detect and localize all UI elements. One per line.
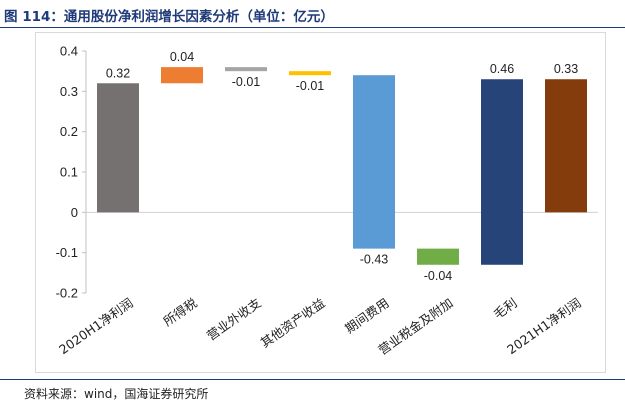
x-category-label: 所得税 <box>160 295 200 329</box>
bar <box>161 67 203 84</box>
bar <box>545 79 587 213</box>
data-label: -0.43 <box>360 253 389 267</box>
bar <box>417 248 459 265</box>
data-label: 0.46 <box>490 62 514 76</box>
data-label: 0.33 <box>554 62 578 76</box>
x-category-label: 2020H1净利润 <box>56 295 136 357</box>
y-ticks: -0.2 -0.1 0 0.1 0.2 0.3 0.4 <box>56 44 86 301</box>
title-rule <box>0 27 625 28</box>
chart-frame <box>35 32 606 373</box>
bar <box>97 83 139 213</box>
source-note: 资料来源：wind，国海证券研究所 <box>24 387 209 401</box>
data-label: 0.32 <box>106 66 130 80</box>
bar <box>353 75 395 249</box>
y-tick-label: 0.1 <box>60 165 78 180</box>
bar <box>225 67 267 72</box>
x-category-label: 营业外收支 <box>204 295 264 343</box>
data-labels: 0.32 0.04 -0.01 -0.01 -0.43 -0.04 0.46 0.33 <box>106 50 578 283</box>
data-label: -0.04 <box>424 269 453 283</box>
bars <box>97 67 587 265</box>
bar <box>289 71 331 76</box>
data-label: 0.04 <box>170 50 194 64</box>
y-tick-label: 0.3 <box>60 84 78 99</box>
figure-title: 图 114：通用股份净利润增长因素分析（单位：亿元） <box>4 9 334 25</box>
bar <box>481 79 523 265</box>
data-label: -0.01 <box>296 79 325 93</box>
y-tick-label: 0.2 <box>60 124 78 139</box>
x-category-label: 毛利 <box>491 295 520 322</box>
x-category-label: 其他资产收益 <box>258 295 328 350</box>
y-tick-label: 0.4 <box>60 44 78 59</box>
y-tick-label: -0.2 <box>56 286 78 301</box>
source-rule <box>0 379 625 380</box>
data-label: -0.01 <box>232 75 261 89</box>
y-tick-label: 0 <box>71 205 78 220</box>
y-tick-label: -0.1 <box>56 245 78 260</box>
x-category-label: 期间费用 <box>342 295 392 336</box>
